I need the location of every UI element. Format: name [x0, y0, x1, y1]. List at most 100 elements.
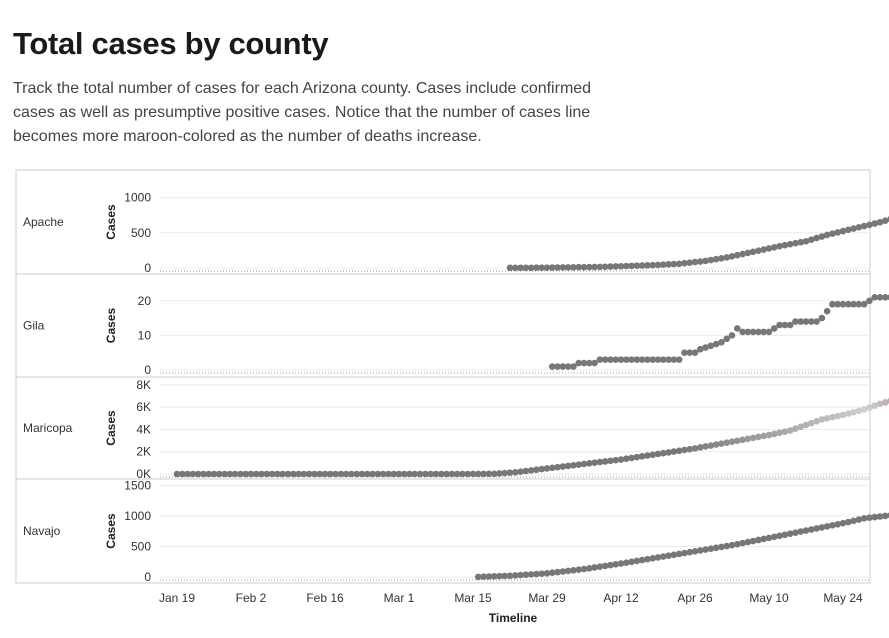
data-point [728, 332, 736, 339]
data-point [733, 251, 741, 259]
data-point [675, 356, 683, 363]
data-point [311, 470, 318, 478]
data-point [527, 467, 535, 474]
y-tick-label: 0 [144, 363, 151, 377]
data-point [718, 339, 725, 346]
x-tick-label: Mar 15 [454, 591, 492, 605]
data-point [548, 363, 556, 370]
description-line: cases as well as presumptive positive ca… [13, 104, 591, 121]
data-point [881, 217, 889, 224]
data-point [749, 248, 757, 256]
data-point [871, 294, 879, 301]
data-point [617, 356, 625, 363]
description-line: becomes more maroon-colored as the numbe… [13, 128, 482, 145]
data-point [469, 470, 477, 478]
data-point [702, 546, 709, 553]
data-point [511, 469, 519, 476]
y-tick-label: 0 [144, 570, 151, 584]
data-point [834, 520, 842, 528]
data-point [411, 470, 419, 478]
data-point [289, 470, 297, 478]
data-point [638, 453, 646, 460]
data-point [279, 470, 287, 478]
data-point [480, 573, 487, 580]
data-point [696, 345, 704, 353]
data-point [839, 227, 847, 235]
data-point [474, 573, 482, 581]
data-point [205, 470, 213, 478]
data-point [654, 261, 662, 269]
data-point [829, 230, 836, 237]
data-point [612, 561, 620, 568]
data-point [580, 460, 588, 468]
data-point [718, 255, 725, 262]
data-point [617, 456, 625, 463]
data-point [633, 557, 641, 565]
data-point [876, 218, 884, 226]
data-point [860, 406, 868, 413]
data-point [686, 259, 694, 266]
data-point [797, 423, 805, 431]
data-point [453, 470, 461, 478]
data-point [607, 561, 614, 569]
y-tick-label: 1500 [124, 478, 151, 492]
data-point [300, 470, 308, 478]
data-point [231, 470, 239, 478]
data-point [797, 318, 805, 325]
data-point [686, 349, 694, 356]
data-point [850, 408, 857, 416]
data-point [844, 300, 852, 308]
data-point [744, 538, 752, 546]
data-point [792, 529, 799, 536]
data-point [850, 225, 857, 232]
data-point [876, 400, 884, 408]
data-point [813, 318, 820, 325]
data-point [881, 294, 889, 301]
data-point [374, 470, 382, 478]
data-point [400, 470, 408, 478]
data-point [665, 261, 672, 268]
data-point [755, 536, 762, 544]
data-point [866, 221, 873, 229]
data-point [570, 363, 577, 370]
data-point [765, 328, 773, 336]
data-point [575, 359, 583, 367]
data-point [480, 470, 487, 478]
data-point [184, 470, 191, 478]
data-point [390, 470, 398, 478]
data-point [659, 261, 667, 268]
data-point [517, 264, 524, 272]
data-point [628, 558, 635, 566]
data-point [490, 573, 498, 580]
data-point [786, 427, 794, 434]
data-point [654, 450, 662, 458]
y-tick-label: 4K [136, 422, 151, 436]
data-point [691, 445, 699, 452]
data-point [533, 466, 540, 474]
data-point [548, 569, 556, 577]
data-point [564, 567, 572, 575]
data-point [422, 470, 429, 478]
county-label: Apache [23, 215, 64, 229]
data-point [585, 460, 593, 467]
data-point [385, 470, 392, 478]
data-point [850, 300, 857, 308]
data-point [723, 542, 731, 550]
data-point [839, 300, 847, 308]
data-point [633, 262, 641, 270]
data-point [517, 468, 524, 475]
data-point [601, 356, 609, 363]
data-point [517, 571, 524, 579]
data-point [628, 454, 635, 462]
data-point [622, 356, 630, 363]
data-point [871, 513, 879, 521]
data-point [337, 470, 345, 478]
data-point [607, 263, 614, 270]
data-point [807, 236, 815, 243]
data-point [723, 439, 731, 446]
data-point [316, 470, 324, 478]
data-point [823, 523, 831, 530]
data-point [839, 411, 847, 419]
data-point [786, 240, 794, 248]
data-point [522, 264, 530, 272]
